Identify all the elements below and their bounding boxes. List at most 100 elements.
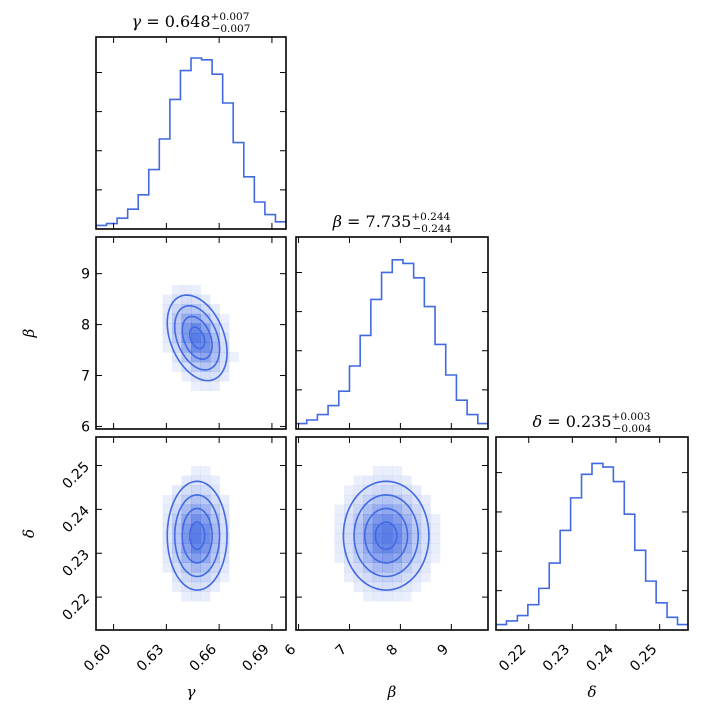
density-cell [210,572,220,583]
contour-0.5sigma [188,326,206,350]
density-cell [420,562,431,573]
density-cell [382,504,393,515]
density-cell [372,552,383,563]
density-cell [181,371,192,382]
density-cell [200,361,211,372]
density-cell [200,523,211,534]
density-cell [353,514,364,525]
density-cell [219,371,230,382]
density-cell [162,494,173,505]
density-cell [219,352,230,363]
density-cell [181,294,192,305]
density-cell [382,552,393,563]
density-cell [363,504,374,515]
contour-1sigma [181,507,213,564]
x-axis-label-beta: β [387,683,397,701]
density-cell [200,504,211,515]
density-cell [210,381,220,391]
x-tick-label-beta: 7 [333,642,351,660]
x-tick-label-gamma: 0.69 [239,642,272,675]
density-cell [210,313,220,324]
density-cell [181,504,192,515]
histogram-beta [296,259,488,425]
density-cell [372,485,383,496]
density-cell [200,313,211,324]
density-cell [430,543,441,554]
y-tick-label-delta: 0.23 [59,547,92,580]
density-cell [334,504,345,515]
density-cell [401,572,412,583]
density-cell [162,304,173,315]
x-tick-label-delta: 0.23 [540,642,573,675]
density-cell [162,562,173,573]
density-cell [219,504,230,515]
density-cell [401,581,412,592]
density-cell [363,523,374,534]
density-cell [191,581,201,592]
density-cell [353,485,364,496]
title-gamma: γ = 0.648+0.007 −0.007 [132,11,251,35]
density-cell [181,523,192,534]
density-cell [392,543,402,554]
density-cell [200,465,211,476]
density-cell [181,352,192,363]
density-cell [372,581,383,592]
density-cell [172,313,182,324]
density-cell [210,562,220,573]
density-cell [210,371,220,382]
density-cell [392,581,402,592]
panel-hist-beta [295,236,489,430]
contour-1.5sigma [173,304,221,371]
density-cell [344,572,354,583]
contour-1sigma [181,315,213,361]
density-cell [219,323,230,334]
density-cell [210,475,220,486]
density-cell [210,342,220,353]
y-tick-label-delta: 0.24 [59,503,92,536]
density-cell [191,485,201,496]
contour-1.5sigma [173,494,221,578]
density-cell [172,323,182,334]
density-cell [411,581,422,592]
x-tick-label-beta: 9 [435,642,453,660]
density-cell [191,494,201,505]
panel-hist-gamma [95,36,287,230]
y-tick-label-beta: 6 [81,419,90,435]
density-cell [172,294,182,305]
density-cell [219,494,230,505]
density-cell [411,562,422,573]
density-cell [401,514,412,525]
density-cell [210,514,220,525]
density-cell [420,504,431,515]
joint-beta-delta [334,465,441,602]
panel-gamma-beta [95,236,287,430]
density-cell [334,543,345,554]
density-cell [372,465,383,476]
density-cell [363,581,374,592]
density-cell [210,523,220,534]
density-cell [172,533,182,544]
density-cell [200,581,211,592]
density-cell [372,562,383,573]
density-cell [401,591,412,602]
density-cell [191,465,201,476]
density-cell [363,475,374,486]
density-cell [344,494,354,505]
density-cell [210,304,220,315]
density-cell [191,514,201,525]
x-tick-label-gamma: 0.60 [81,642,114,675]
density-cell [172,361,182,372]
density-cell [219,523,230,534]
density-cell [191,504,201,515]
density-cell [181,552,192,563]
density-cell [382,533,393,544]
title-delta: δ = 0.235+0.003 −0.004 [533,411,652,435]
density-cell [210,533,220,544]
density-cell [372,504,383,515]
density-cell [392,523,402,534]
density-cell [372,523,383,534]
density-cell [392,475,402,486]
density-cell [401,494,412,505]
frames-layer [95,36,689,631]
density-cell [420,494,431,505]
